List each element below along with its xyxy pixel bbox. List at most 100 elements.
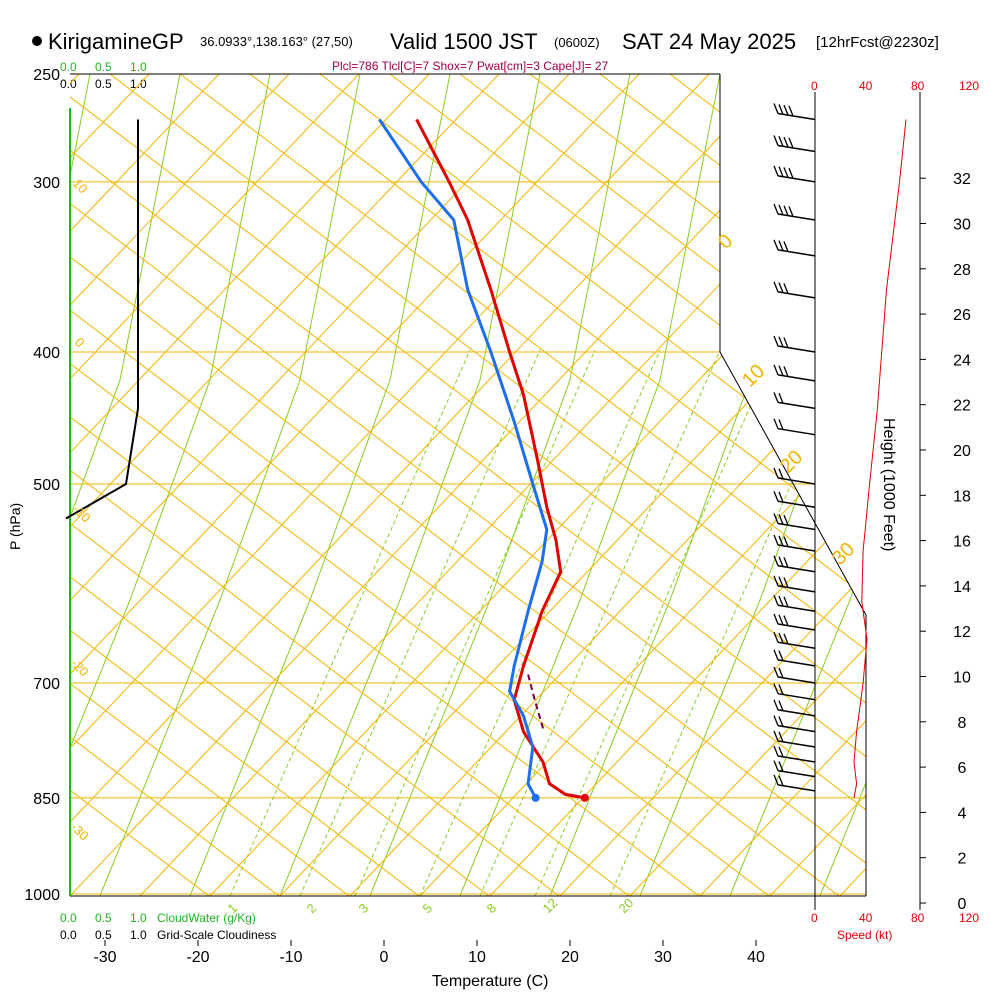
mixing-ratio-line	[534, 349, 776, 896]
wind-barb-feather	[778, 136, 784, 147]
mixing-ratio-label: 8	[484, 900, 500, 916]
wind-barb-staff	[777, 755, 816, 763]
dry-adiabat-line	[70, 74, 560, 896]
moist-adiabat-line	[279, 74, 541, 896]
wind-barb-feather	[773, 103, 779, 114]
moist-adiabat-line	[70, 74, 181, 896]
isotherm-line	[70, 74, 640, 896]
wind-barb-feather	[778, 731, 784, 743]
isotherm-line	[70, 74, 150, 896]
wind-barb-feather	[773, 745, 779, 757]
wind-barb-staff	[777, 144, 816, 153]
wind-barb-staff	[777, 500, 816, 508]
wind-barb-feather	[778, 336, 784, 348]
dry-adiabat-label: 0	[72, 335, 88, 351]
wind-barb-staff	[777, 585, 816, 593]
wind-barb-feather	[778, 419, 784, 430]
moist-adiabats	[70, 74, 866, 896]
wind-barb-staff	[777, 676, 816, 684]
wind-barb	[773, 239, 816, 257]
wind-barb-feather	[773, 555, 779, 567]
dry-adiabat-line	[809, 74, 866, 896]
cloud-cover-tick: 1.0	[130, 928, 147, 942]
height-tick-label: 0	[958, 896, 967, 913]
wind-barb-feather	[783, 633, 789, 645]
height-tick-label: 16	[953, 534, 971, 551]
moist-adiabat-line	[729, 74, 866, 896]
dry-adiabat-label: -20	[68, 656, 92, 680]
wind-barb-feather	[783, 136, 789, 148]
speed-profile	[853, 119, 907, 798]
wind-barb-staff	[777, 784, 816, 792]
isotherm-line	[70, 74, 780, 896]
wind-barb	[773, 135, 816, 153]
cloud-cover-tick: 0.0	[60, 928, 77, 942]
wind-barb-feather	[783, 205, 789, 216]
wind-barb	[773, 613, 816, 631]
wind-barb-feather	[778, 684, 784, 695]
height-tick-label: 30	[953, 217, 971, 234]
wind-barb	[773, 392, 816, 410]
mixing-ratio-line	[354, 349, 596, 896]
moist-adiabat-label: 30	[828, 538, 859, 569]
x-tick-label: -30	[93, 949, 116, 966]
dry-adiabat-line	[599, 74, 866, 896]
wind-barb-feather	[773, 649, 779, 661]
title-block: KirigamineGP 36.0933°,138.163° (27,50) V…	[32, 29, 939, 73]
isotherm-line	[349, 74, 866, 896]
wind-barb-feather	[778, 746, 784, 758]
wind-barb-feather	[773, 715, 779, 726]
wind-barb-feather	[773, 335, 779, 347]
station-marker-icon	[32, 36, 42, 46]
cloud-cover-tick: 0.5	[95, 77, 112, 91]
wind-barb	[773, 699, 816, 717]
height-tick-label: 8	[958, 715, 967, 732]
wind-barb-feather	[783, 104, 789, 116]
mixing-ratio-label: 12	[540, 895, 561, 916]
height-axis-title: Height (1000 Feet)	[880, 418, 897, 551]
wind-barb-feather	[773, 631, 779, 643]
cloud-scale-top: 0.0 0.5 1.0 0.0 0.5 1.0	[60, 60, 147, 91]
dewpoint-line	[378, 118, 549, 799]
cloud-water-tick: 0.0	[60, 60, 77, 74]
wind-barb-staff	[777, 740, 816, 748]
cloud-scale-bottom: 0.0 0.5 1.0 CloudWater (g/Kg) 0.0 0.5 1.…	[60, 911, 276, 942]
isotherm-line	[629, 74, 866, 896]
wind-barb-feather	[778, 468, 784, 480]
isotherm-line	[0, 74, 9, 896]
wind-barb-staff	[777, 709, 816, 717]
wind-barb-staff	[777, 692, 816, 701]
x-tick-label: -20	[186, 949, 209, 966]
wind-barb	[773, 418, 816, 436]
speed-tick: 40	[859, 911, 873, 925]
speed-axis-bottom: 0 40 80 120 Speed (kt)	[811, 911, 979, 942]
wind-barb-feather	[773, 135, 779, 146]
wind-barb-feather	[778, 667, 784, 679]
dry-adiabat-line	[70, 74, 866, 896]
x-tick-label: 10	[468, 949, 486, 966]
wind-barb-feather	[773, 467, 779, 479]
height-tick-label: 26	[953, 307, 971, 324]
station-coords: 36.0933°,138.163° (27,50)	[200, 34, 353, 49]
forecast-tag: [12hrFcst@2230z]	[816, 34, 939, 51]
moist-adiabat-line	[639, 74, 866, 896]
wind-barb-feather	[783, 366, 789, 377]
dry-adiabat-line	[70, 74, 770, 896]
wind-barb-feather	[773, 760, 779, 771]
wind-barb-staff	[777, 623, 816, 631]
moist-adiabat-label: 0	[714, 230, 737, 253]
isotherm-line	[70, 74, 430, 896]
wind-barb-feather	[788, 105, 794, 117]
wind-barbs	[773, 103, 816, 792]
temperature-line	[415, 118, 586, 800]
wind-barb-feather	[778, 365, 784, 376]
wind-barb-feather	[773, 490, 779, 502]
dry-adiabat-line	[70, 74, 350, 896]
dry-adiabat-label: 10	[70, 176, 91, 197]
dry-adiabat-line	[459, 74, 866, 896]
wind-barb-staff	[777, 175, 816, 183]
mixing-ratio-line	[419, 349, 661, 896]
mixing-ratio-label: 3	[356, 900, 372, 916]
wind-barb-feather	[778, 716, 784, 727]
wind-barb	[773, 631, 816, 649]
